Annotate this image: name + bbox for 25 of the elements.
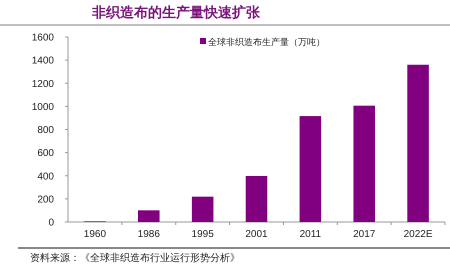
bar: [407, 64, 429, 222]
y-tick-label: 1000: [32, 102, 54, 113]
x-tick-label: 2017: [353, 229, 376, 240]
x-tick-label: 2001: [245, 229, 268, 240]
bar: [246, 176, 268, 222]
x-tick-label: 2022E: [404, 229, 433, 240]
y-tick-label: 1400: [32, 56, 54, 67]
legend-label: 全球非织造布生产量（万吨）: [208, 37, 325, 47]
y-tick-label: 1200: [32, 78, 54, 90]
y-tick-label: 800: [37, 125, 54, 136]
y-tick-label: 0: [48, 218, 54, 228]
y-tick-label: 600: [37, 148, 54, 160]
x-tick-label: 1960: [84, 229, 106, 240]
y-tick-label: 200: [37, 194, 54, 206]
chart-title: 非织造布的生产量快速扩张: [91, 4, 261, 21]
bar: [353, 106, 375, 222]
x-tick-label: 2011: [300, 229, 322, 240]
x-tick-label: 1995: [192, 229, 214, 240]
text: 资料来源：《全球非织造布行业运行形势分析》: [30, 252, 240, 264]
y-tick-label: 400: [37, 171, 54, 182]
bar: [192, 196, 214, 222]
x-tick-label: 1986: [138, 229, 160, 240]
bar: [138, 210, 160, 222]
y-tick-label: 1600: [32, 32, 54, 44]
bar: [300, 116, 322, 222]
